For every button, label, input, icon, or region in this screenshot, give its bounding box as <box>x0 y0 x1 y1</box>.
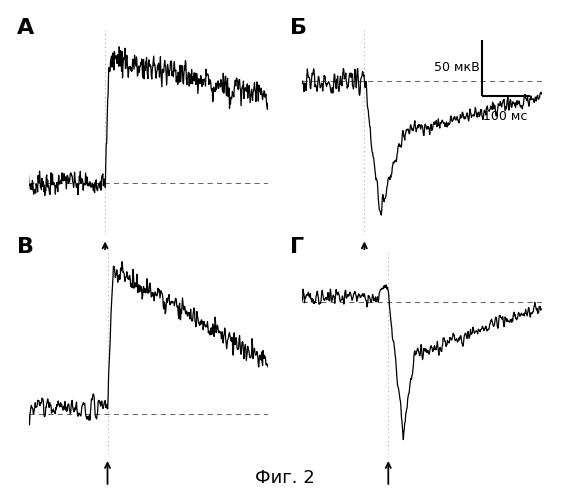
Text: Б: Б <box>290 17 307 37</box>
Text: 100 мс: 100 мс <box>483 110 528 123</box>
Text: Фиг. 2: Фиг. 2 <box>255 469 315 487</box>
Text: 50 мкВ: 50 мкВ <box>434 61 479 74</box>
Text: Г: Г <box>290 237 304 257</box>
Text: А: А <box>17 17 34 37</box>
Text: В: В <box>17 237 34 257</box>
